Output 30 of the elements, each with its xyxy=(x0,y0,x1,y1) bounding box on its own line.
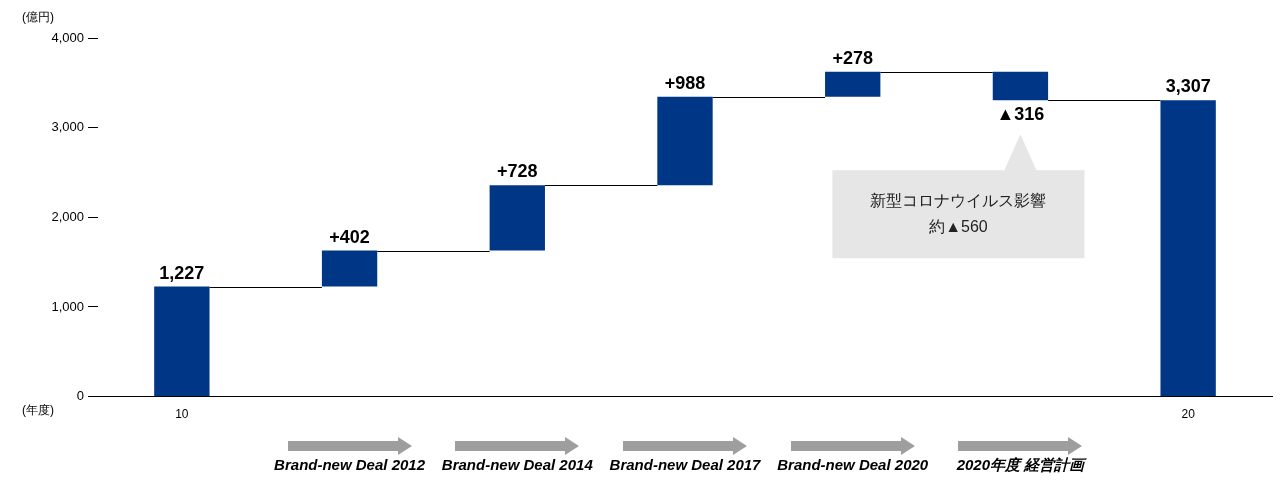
data-label: ▲316 xyxy=(996,104,1045,125)
data-label: +988 xyxy=(664,72,706,93)
x-axis-title: (年度) xyxy=(22,402,54,417)
y-tick-label: 2,000 xyxy=(51,208,84,224)
bar xyxy=(321,250,378,287)
x-tick-label: 20 xyxy=(1181,407,1196,422)
y-axis-title: (億円) xyxy=(22,10,54,25)
y-tick-label: 1,000 xyxy=(51,298,84,314)
text: Brand-new Deal 2017 xyxy=(609,456,762,474)
x-tick-label: 10 xyxy=(175,407,189,422)
annotation: 新型コロナウイルス影響 xyxy=(870,191,1047,209)
bar xyxy=(154,286,210,397)
bar xyxy=(1160,100,1216,397)
y-tick-label: 4,000 xyxy=(51,29,84,45)
y-tick-label: 3,000 xyxy=(51,119,84,135)
text: Brand-new Deal 2012 xyxy=(274,456,426,474)
bar xyxy=(489,185,545,251)
y-tick-label: 0 xyxy=(76,388,84,404)
text: Brand-new Deal 2020 xyxy=(777,456,929,474)
annotation: 約▲560 xyxy=(929,217,988,235)
text: 2020年度 経営計画 xyxy=(955,456,1088,474)
data-label: +278 xyxy=(832,47,873,68)
text: Brand-new Deal 2014 xyxy=(441,456,594,474)
data-label: 3,307 xyxy=(1165,76,1211,97)
bar xyxy=(657,96,713,186)
data-label: 1,227 xyxy=(159,262,205,283)
bar xyxy=(825,71,881,97)
bar xyxy=(992,71,1049,101)
data-label: +728 xyxy=(497,161,538,182)
data-label: +402 xyxy=(329,226,370,247)
